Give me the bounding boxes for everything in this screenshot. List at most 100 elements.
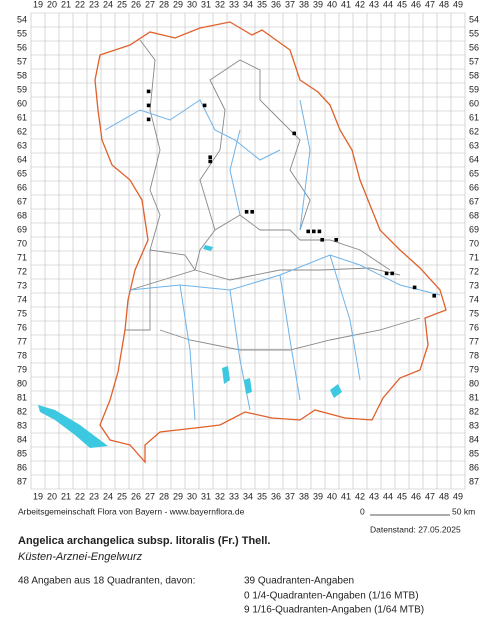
row-label: 86 [17,462,27,472]
lakes [203,245,342,398]
row-label: 55 [469,28,479,38]
record-dot [412,285,417,290]
column-label: 26 [131,0,141,9]
column-label: 20 [47,0,57,9]
column-label: 37 [285,0,295,9]
record-dot [146,89,151,94]
row-label: 84 [469,434,479,444]
column-label: 43 [369,0,379,9]
row-label: 69 [469,224,479,234]
date: Datenstand: 27.05.2025 [370,524,461,534]
row-label: 59 [17,84,27,94]
row-label: 85 [17,448,27,458]
row-label: 78 [469,350,479,360]
row-label: 78 [17,350,27,360]
row-label: 73 [17,280,27,290]
column-label: 31 [201,491,211,501]
row-label: 68 [469,210,479,220]
row-label: 71 [17,252,27,262]
column-label: 40 [327,491,337,501]
column-label: 33 [229,491,239,501]
column-label: 42 [355,0,365,9]
column-label: 39 [313,491,323,501]
column-label: 25 [117,0,127,9]
column-label: 41 [341,491,351,501]
row-label: 66 [469,182,479,192]
scale-start: 0 [360,506,365,516]
row-label: 76 [17,322,27,332]
row-label: 54 [17,14,27,24]
subtitle: Küsten-Arznei-Engelwurz [18,551,143,563]
row-label: 79 [469,364,479,374]
column-label: 35 [257,491,267,501]
row-label: 81 [469,392,479,402]
row-label: 74 [17,294,27,304]
row-label: 69 [17,224,27,234]
column-label: 39 [313,0,323,9]
lake-constance [38,405,108,448]
row-label: 72 [469,266,479,276]
column-label: 22 [75,491,85,501]
row-label: 65 [469,168,479,178]
column-label: 36 [271,491,281,501]
column-label: 43 [369,491,379,501]
row-label: 61 [17,112,27,122]
row-label: 63 [469,140,479,150]
rivers [104,99,441,421]
column-label: 47 [425,491,435,501]
column-label: 24 [103,491,113,501]
record-dot [334,238,338,242]
detail: 39 Quadranten-Angaben [244,576,354,587]
scale-end: 50 km [452,506,475,516]
column-label: 30 [187,491,197,501]
row-label: 56 [17,42,27,52]
row-label: 62 [469,126,479,136]
row-label: 55 [17,28,27,38]
row-label: 80 [17,378,27,388]
column-label: 34 [243,491,253,501]
row-label: 79 [17,364,27,374]
row-label: 60 [469,98,479,108]
column-label: 40 [327,0,337,9]
column-label: 48 [439,0,449,9]
column-label: 31 [201,0,211,9]
column-label: 47 [425,0,435,9]
row-label: 59 [469,84,479,94]
row-label: 64 [17,154,27,164]
column-label: 21 [61,491,71,501]
row-label: 82 [17,406,27,416]
row-label: 77 [17,336,27,346]
record-dot [146,117,151,122]
row-label: 84 [17,434,27,444]
column-label: 46 [411,491,421,501]
row-label: 76 [469,322,479,332]
column-label: 45 [397,491,407,501]
column-label: 28 [159,491,169,501]
column-label: 29 [173,0,183,9]
column-label: 49 [453,491,463,501]
row-label: 86 [469,462,479,472]
record-dot [208,155,212,159]
column-label: 46 [411,0,421,9]
row-label: 85 [469,448,479,458]
record-dot [250,210,254,214]
row-label: 73 [469,280,479,290]
record-dot [208,159,212,164]
column-label: 24 [103,0,113,9]
column-label: 34 [243,0,253,9]
row-label: 75 [469,308,479,318]
column-label: 37 [285,491,295,501]
column-label: 49 [453,0,463,9]
column-label: 45 [397,0,407,9]
column-label: 28 [159,0,169,9]
row-label: 70 [469,238,479,248]
record-dot [317,229,322,234]
row-label: 67 [17,196,27,206]
row-label: 83 [469,420,479,430]
record-dot [202,103,207,108]
column-label: 29 [173,491,183,501]
row-label: 61 [469,112,479,122]
row-label: 65 [17,168,27,178]
detail: 0 1/4-Quadranten-Angaben (1/16 MTB) [244,591,419,602]
